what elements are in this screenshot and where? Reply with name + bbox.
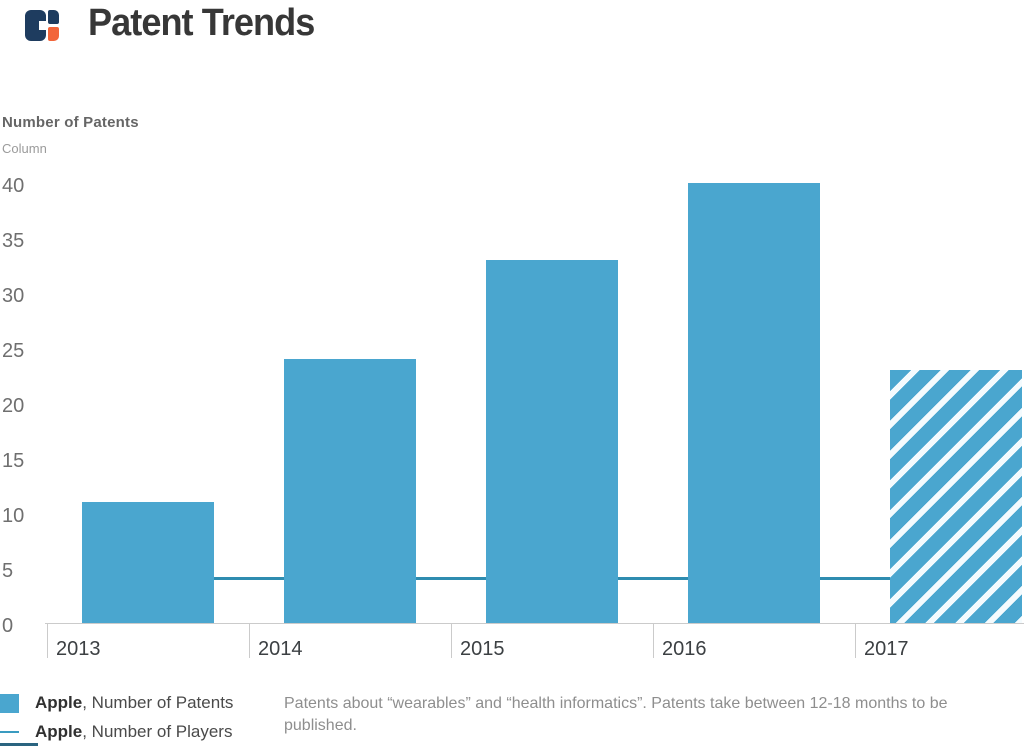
y-axis-label-30: 30 <box>2 285 25 307</box>
line-swatch-icon <box>0 731 19 733</box>
legend-item-patents[interactable]: Apple, Number of Patents <box>0 693 233 713</box>
logo-top-square <box>48 10 59 24</box>
footnote: Patents about “wearables” and “health in… <box>284 695 948 734</box>
legend-partial-swatch <box>0 743 38 746</box>
x-axis-label-2013: 2013 <box>56 638 101 660</box>
x-axis-tick <box>653 623 654 658</box>
bar-2016[interactable] <box>688 183 820 623</box>
square-swatch-icon <box>0 693 19 713</box>
bar-2015[interactable] <box>486 260 618 623</box>
x-axis-label-2016: 2016 <box>662 638 707 660</box>
bar-2014[interactable] <box>284 359 416 623</box>
chart-title: Number of Patents <box>2 114 139 131</box>
x-axis-tick <box>47 623 48 658</box>
cb-insights-logo <box>25 10 59 41</box>
logo-notch <box>39 21 46 30</box>
x-axis-label-2014: 2014 <box>258 638 303 660</box>
y-axis-label-25: 25 <box>2 340 25 362</box>
y-axis-label-10: 10 <box>2 505 25 527</box>
legend-label: Apple, Number of Patents <box>35 693 234 712</box>
logo-orange-square <box>48 27 59 41</box>
y-axis-label-15: 15 <box>2 450 25 472</box>
x-axis-line <box>45 623 1024 624</box>
x-axis-label-2015: 2015 <box>460 638 505 660</box>
legend-item-players[interactable]: Apple, Number of Players <box>0 722 232 742</box>
page-title: Patent Trends <box>88 2 315 44</box>
bar-2017[interactable] <box>890 370 1022 623</box>
legend-label: Apple, Number of Players <box>35 722 233 741</box>
x-axis-tick <box>855 623 856 658</box>
y-axis-label-35: 35 <box>2 230 25 252</box>
y-axis-label-5: 5 <box>2 560 14 582</box>
y-axis-label-20: 20 <box>2 395 25 417</box>
chart-subtitle: Column <box>2 141 47 156</box>
x-axis-label-2017: 2017 <box>864 638 909 660</box>
y-axis-label-40: 40 <box>2 175 25 197</box>
logo-c-shape <box>25 10 46 41</box>
x-axis-tick <box>249 623 250 658</box>
bar-2013[interactable] <box>82 502 214 623</box>
x-axis-tick <box>451 623 452 658</box>
y-axis-label-0: 0 <box>2 615 14 637</box>
